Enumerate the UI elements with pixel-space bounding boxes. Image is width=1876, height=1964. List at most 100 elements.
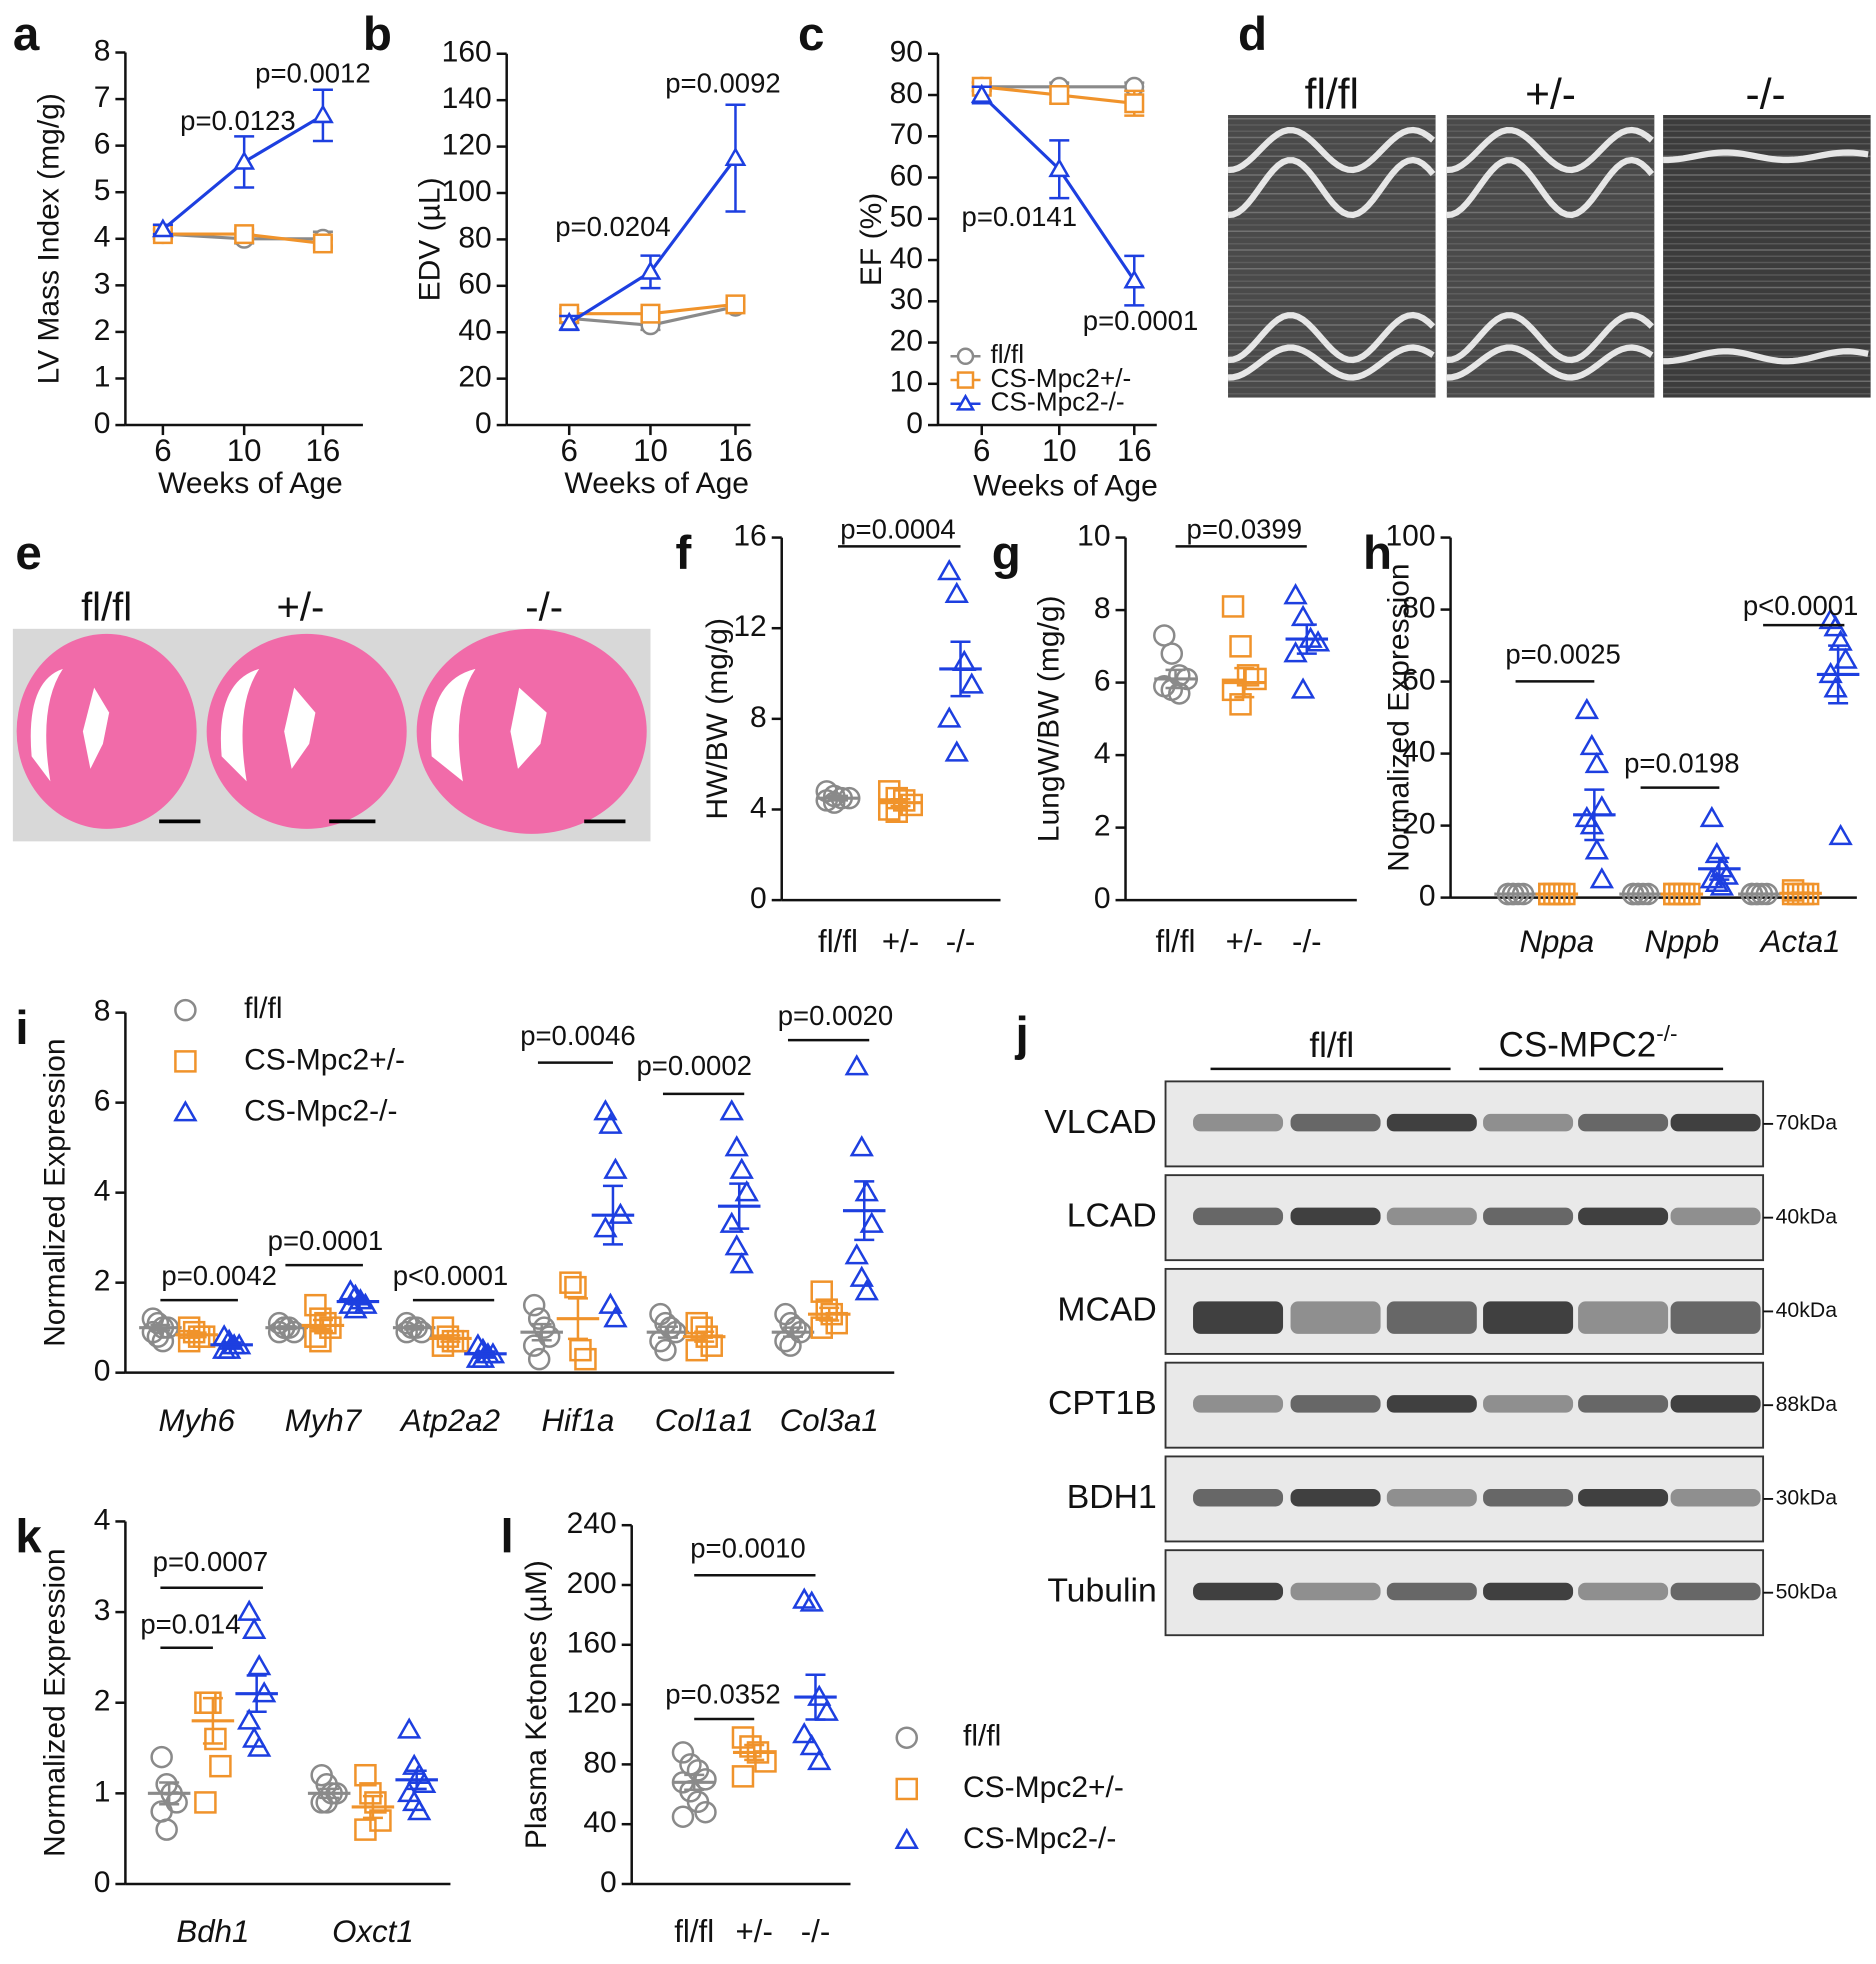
x-axis-title: Weeks of Age (158, 467, 343, 500)
marker (233, 150, 256, 170)
marker (724, 1135, 749, 1157)
marker (1584, 751, 1609, 774)
x-axis-title: Weeks of Age (973, 469, 1158, 502)
marker (895, 1777, 918, 1801)
y-tick-label: 8 (94, 34, 111, 67)
y-tick-label: 6 (94, 1085, 111, 1118)
marker (155, 1818, 178, 1841)
y-tick-label: 2 (94, 1685, 111, 1718)
x-tick-label: 16 (1117, 433, 1152, 468)
y-tick-label: 0 (750, 882, 767, 915)
marker (1124, 93, 1145, 114)
x-tick-label: +/- (736, 1914, 773, 1949)
legend-label: CS-Mpc2+/- (963, 1771, 1124, 1804)
marker (1236, 664, 1260, 687)
x-tick-label: 10 (633, 433, 668, 468)
marker (1283, 583, 1308, 605)
blot-band (1290, 1582, 1381, 1601)
blot-band (1290, 1207, 1381, 1226)
blot-protein: Tubulin (1047, 1572, 1156, 1610)
marker (150, 1745, 173, 1769)
y-tick-label: 10 (1077, 519, 1110, 552)
y-tick-label: 200 (567, 1567, 617, 1600)
marker (1290, 604, 1316, 627)
blot-band (1578, 1301, 1669, 1334)
marker (558, 311, 581, 331)
x-tick-label: -/- (1292, 924, 1322, 959)
blot-band (1483, 1113, 1574, 1132)
panel-letter: f (675, 527, 691, 580)
panel-letter: b (363, 8, 392, 61)
marker (593, 1099, 618, 1121)
x-tick-label: fl/fl (674, 1914, 714, 1949)
marker (242, 1617, 267, 1639)
blot-size: 30kDa (1776, 1486, 1838, 1510)
heart-section (16, 633, 197, 829)
y-tick-label: 2 (94, 1265, 111, 1298)
marker (194, 1791, 217, 1814)
y-tick-label: 6 (1094, 665, 1111, 698)
p-value: p=0.0092 (665, 67, 780, 98)
panel-letter: k (15, 1511, 42, 1564)
histology-column: fl/fl (81, 586, 132, 630)
marker (1048, 158, 1071, 178)
y-tick-label: 8 (750, 701, 767, 734)
marker (955, 393, 976, 411)
p-value: p=0.014 (140, 1609, 240, 1640)
p-value: p=0.0123 (180, 105, 295, 136)
p-value: p=0.0399 (1187, 514, 1302, 545)
marker (724, 146, 747, 166)
x-tick-label: Myh7 (285, 1403, 363, 1438)
y-tick-label: 0 (1094, 882, 1111, 915)
lv-cavity (82, 687, 110, 769)
legend-label: fl/fl (963, 1720, 1001, 1753)
blot-band (1193, 1488, 1284, 1507)
y-tick-label: 100 (442, 175, 492, 208)
x-tick-label: -/- (946, 924, 976, 959)
x-tick-label: Hif1a (541, 1403, 614, 1438)
marker (1229, 635, 1252, 658)
marker (174, 998, 197, 1022)
blot-band (1483, 1582, 1574, 1601)
p-value: p=0.0198 (1624, 747, 1739, 778)
y-tick-label: 0 (94, 1866, 111, 1899)
p-value: p=0.0002 (636, 1050, 751, 1081)
marker (407, 1798, 432, 1821)
marker (343, 1297, 368, 1319)
marker (1699, 805, 1725, 828)
marker (151, 218, 174, 238)
marker (944, 581, 969, 603)
p-value: p=0.0046 (520, 1020, 635, 1051)
x-axis-title: Weeks of Age (564, 467, 749, 500)
y-axis-title: Normalized Expression (39, 1548, 72, 1856)
marker (1160, 642, 1184, 665)
marker (397, 1717, 422, 1739)
marker (859, 1211, 884, 1233)
blot-size: 88kDa (1776, 1392, 1838, 1416)
y-tick-label: 1 (94, 1775, 111, 1808)
p-value: p=0.0141 (962, 201, 1077, 232)
y-tick-label: 60 (458, 268, 491, 301)
y-tick-label: 50 (890, 201, 923, 234)
y-axis-title: HW/BW (mg/g) (701, 618, 734, 820)
marker (1574, 697, 1599, 720)
marker (312, 233, 333, 254)
blot-band (1290, 1488, 1381, 1507)
echo-wall (1227, 156, 1436, 219)
panel-letter: a (13, 8, 40, 61)
echo-wall (1663, 149, 1869, 164)
p-value: p<0.0001 (393, 1260, 508, 1291)
y-axis-title: Plasma Ketones (µM) (520, 1560, 553, 1849)
blot-band (1193, 1113, 1284, 1132)
marker (1168, 682, 1191, 705)
marker (598, 1112, 623, 1134)
echo-column: -/- (1746, 72, 1786, 119)
x-tick-label: 6 (973, 433, 990, 468)
blot-band (1483, 1301, 1574, 1334)
marker (173, 1100, 198, 1122)
legend-label: CS-Mpc2+/- (991, 363, 1132, 393)
y-tick-label: 4 (94, 221, 111, 254)
marker (574, 1347, 597, 1371)
y-tick-label: 8 (94, 995, 111, 1028)
y-tick-label: 8 (1094, 592, 1111, 625)
